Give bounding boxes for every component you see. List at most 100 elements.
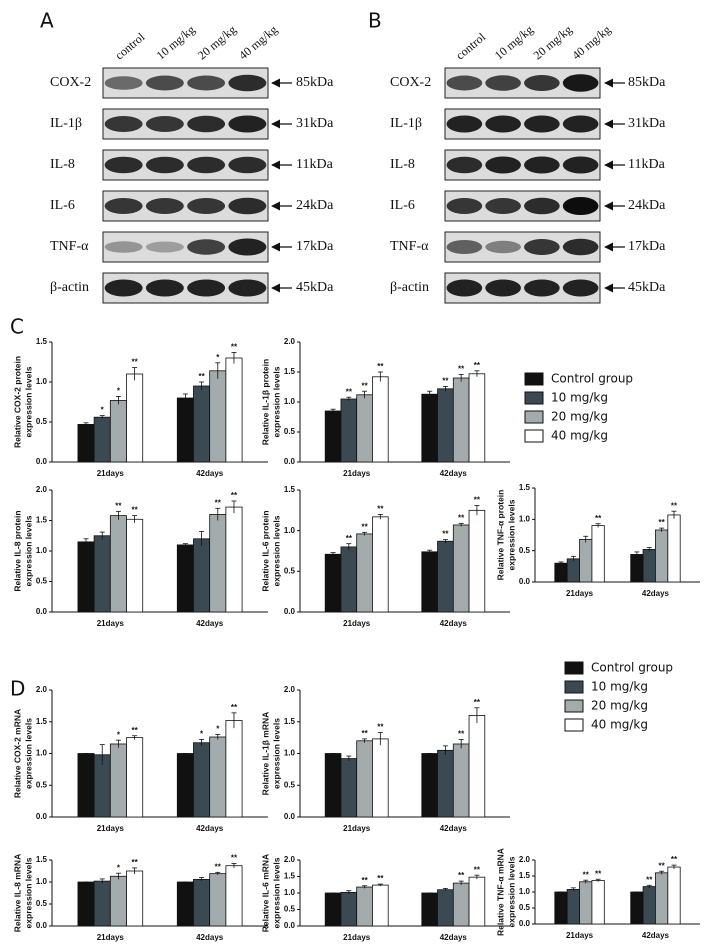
- error-bar: [362, 738, 368, 743]
- significance: **: [231, 854, 238, 863]
- legend-label: 10 mg/kg: [551, 391, 608, 405]
- significance: **: [361, 729, 368, 738]
- bar: [126, 373, 144, 463]
- error-bar: [182, 393, 188, 402]
- y-axis-label: Relative IL-1β mRNA: [260, 712, 270, 796]
- bar: [340, 758, 358, 818]
- error-bar: [377, 371, 383, 382]
- bar: [591, 880, 605, 925]
- error-bar: [458, 880, 464, 886]
- significance: **: [671, 855, 678, 864]
- x-tick-label: 21days: [97, 469, 125, 478]
- band: [228, 279, 267, 297]
- band: [104, 76, 143, 90]
- lane-label: 10 mg/kg: [492, 22, 536, 62]
- legend-swatch: [524, 372, 544, 386]
- bar: [126, 518, 144, 613]
- significance: **: [583, 870, 590, 879]
- band: [524, 197, 560, 215]
- bar: [372, 516, 389, 613]
- size-label: 85kDa: [628, 75, 666, 90]
- error-bar: [346, 890, 352, 894]
- bar: [340, 546, 358, 613]
- significance: *: [101, 406, 105, 415]
- significance: **: [595, 869, 602, 878]
- error-bar: [182, 543, 188, 547]
- bar: [421, 393, 438, 463]
- bar: [642, 549, 656, 583]
- y-tick-label: 0.5: [284, 427, 296, 436]
- error-bar: [99, 878, 105, 884]
- lane-label: control: [112, 29, 148, 62]
- y-axis-label: expression levels: [23, 515, 33, 586]
- y-axis-label: expression levels: [271, 366, 281, 437]
- protein-label: β-actin: [50, 280, 89, 295]
- error-bar: [442, 887, 448, 892]
- protein-label: IL-1β: [390, 116, 422, 131]
- protein-label: IL-8: [390, 157, 415, 172]
- y-tick-label: 2.0: [284, 685, 296, 694]
- y-tick-label: 1.0: [284, 526, 296, 535]
- significance: **: [231, 343, 238, 352]
- error-bar: [362, 531, 368, 536]
- error-bar: [132, 367, 138, 381]
- band: [145, 156, 184, 174]
- y-tick-label: 0.0: [36, 921, 48, 930]
- lane-label: 10 mg/kg: [154, 22, 198, 62]
- band: [524, 239, 560, 255]
- bar: [109, 875, 127, 927]
- significance: **: [132, 506, 139, 515]
- x-tick-label: 21days: [343, 619, 371, 628]
- band: [228, 197, 267, 215]
- bar: [126, 737, 144, 818]
- error-bar: [362, 390, 368, 399]
- bar: [109, 743, 127, 818]
- y-axis-label: expression levels: [271, 515, 281, 586]
- band: [562, 197, 599, 215]
- x-tick-label: 21days: [343, 824, 371, 833]
- y-tick-label: 1.5: [284, 872, 296, 881]
- bar: [642, 886, 656, 925]
- size-label: 24kDa: [628, 198, 666, 213]
- y-tick-label: 0.5: [519, 546, 531, 555]
- error-bar: [330, 552, 336, 556]
- band: [446, 198, 483, 214]
- error-bar: [427, 549, 433, 554]
- x-tick-label: 42days: [440, 469, 468, 478]
- error-bar: [377, 883, 383, 887]
- y-tick-label: 1.0: [284, 749, 296, 758]
- x-tick-label: 21days: [97, 824, 125, 833]
- y-tick-label: 2.0: [519, 855, 531, 864]
- bar: [421, 753, 438, 818]
- bar: [591, 525, 605, 583]
- error-bar: [99, 744, 105, 765]
- y-tick-label: 0.0: [284, 457, 296, 466]
- bar: [193, 742, 211, 818]
- size-label: 85kDa: [296, 75, 334, 90]
- significance: **: [474, 865, 481, 874]
- y-tick-label: 1.0: [284, 888, 296, 897]
- size-label: 45kDa: [628, 280, 666, 295]
- error-bar: [442, 539, 448, 543]
- bar: [437, 388, 454, 463]
- bar: [630, 891, 644, 925]
- band: [562, 74, 599, 92]
- error-bar: [362, 885, 368, 889]
- bar: [468, 715, 486, 818]
- y-axis-label: Relative IL-1β protein: [260, 359, 270, 445]
- y-axis-label: Relative TNF-α protein: [495, 490, 505, 581]
- size-label: 24kDa: [296, 198, 334, 213]
- y-tick-label: 1.5: [36, 516, 48, 525]
- error-bar: [474, 874, 480, 880]
- error-bar: [570, 555, 576, 562]
- bar: [437, 889, 454, 927]
- error-bar: [199, 381, 205, 390]
- significance: **: [458, 365, 465, 374]
- bar: [566, 889, 580, 925]
- bar: [176, 544, 194, 613]
- y-tick-label: 1.5: [284, 367, 296, 376]
- bar: [356, 740, 373, 818]
- x-tick-label: 21days: [566, 589, 594, 598]
- bar: [109, 399, 127, 463]
- error-bar: [583, 879, 589, 884]
